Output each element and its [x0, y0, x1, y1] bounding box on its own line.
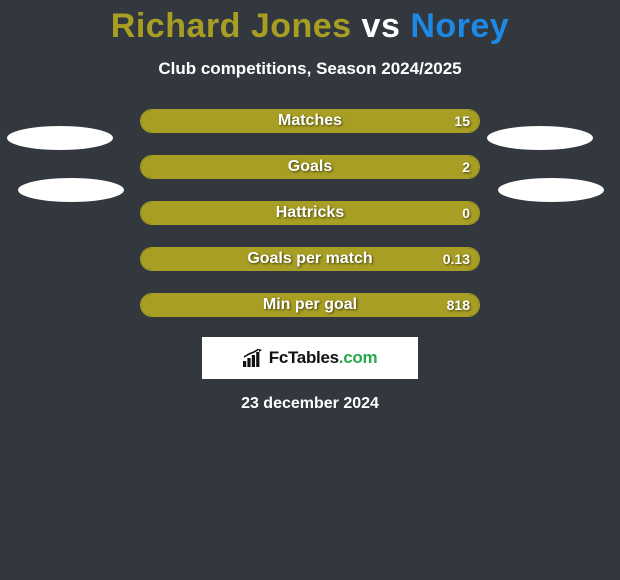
comparison-title: Richard Jones vs Norey [0, 0, 620, 45]
brand-suffix: .com [339, 348, 377, 367]
side-ellipse-left [18, 178, 124, 202]
stat-bar-fill [141, 110, 479, 132]
stat-bar-fill [141, 156, 479, 178]
side-ellipse-right [498, 178, 604, 202]
player2-name: Norey [410, 7, 509, 45]
date-text: 23 december 2024 [0, 395, 620, 413]
stat-bar-fill [141, 294, 479, 316]
stat-bar-track [140, 293, 480, 317]
stat-bar-track [140, 201, 480, 225]
stat-row: Goals per match0.13 [0, 247, 620, 271]
player1-name: Richard Jones [111, 7, 352, 45]
brand-chart-icon [243, 349, 265, 367]
brand-text: FcTables.com [269, 348, 378, 368]
stat-row: Hattricks0 [0, 201, 620, 225]
brand-prefix: FcTables [269, 348, 339, 367]
stat-bar-track [140, 155, 480, 179]
stat-row: Matches15 [0, 109, 620, 133]
stat-bar-fill [141, 248, 479, 270]
subtitle: Club competitions, Season 2024/2025 [0, 59, 620, 79]
stat-row: Min per goal818 [0, 293, 620, 317]
versus-text: vs [362, 7, 401, 45]
stat-bar-track [140, 109, 480, 133]
stat-bar-track [140, 247, 480, 271]
stat-bar-fill [141, 202, 479, 224]
brand-box: FcTables.com [202, 337, 418, 379]
stat-row: Goals2 [0, 155, 620, 179]
